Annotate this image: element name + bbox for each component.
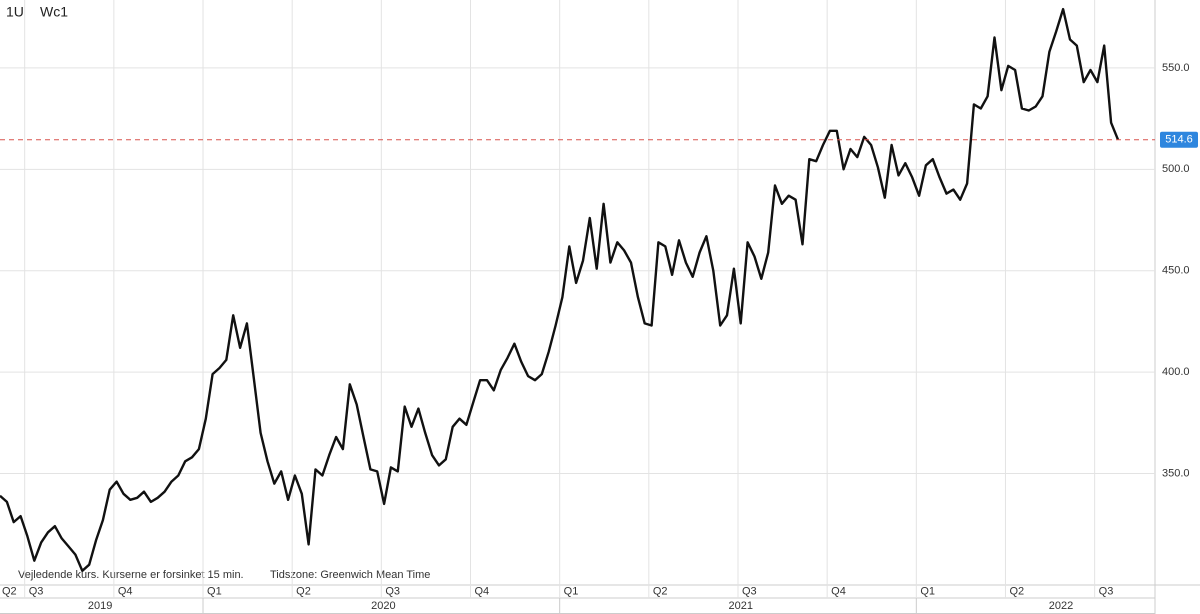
x-tick-label: Q2: [296, 585, 311, 597]
instrument-name: Wc1: [40, 4, 68, 20]
x-tick-label: Q1: [207, 585, 222, 597]
y-tick-label: 550.0: [1162, 62, 1190, 74]
price-line: [0, 7, 1120, 572]
last-price-label: 514.6: [1165, 134, 1193, 146]
footer-timezone: Tidszone: Greenwich Mean Time: [270, 569, 430, 581]
year-label: 2019: [88, 600, 112, 612]
x-tick-label: Q4: [831, 585, 846, 597]
x-tick-label: Q2: [1009, 585, 1024, 597]
x-tick-label: Q4: [118, 585, 133, 597]
y-tick-label: 500.0: [1162, 163, 1190, 175]
footer-note: Vejledende kurs. Kurserne er forsinket 1…: [18, 569, 244, 581]
x-tick-label: Q3: [385, 585, 400, 597]
last-price-marker: [1160, 131, 1198, 148]
x-tick-label: Q3: [29, 585, 44, 597]
year-label: 2020: [371, 600, 395, 612]
y-tick-label: 450.0: [1162, 265, 1190, 277]
x-tick-label: Q2: [653, 585, 668, 597]
year-label: 2021: [728, 600, 752, 612]
symbol: 1U: [6, 4, 24, 20]
x-tick-label: Q4: [475, 585, 490, 597]
y-tick-label: 400.0: [1162, 366, 1190, 378]
x-tick-label: Q3: [742, 585, 757, 597]
x-tick-label: Q1: [920, 585, 935, 597]
x-tick-label: Q2: [2, 585, 17, 597]
x-tick-label: Q1: [564, 585, 579, 597]
x-tick-label: Q3: [1099, 585, 1114, 597]
y-tick-label: 350.0: [1162, 467, 1190, 479]
year-label: 2022: [1049, 600, 1073, 612]
